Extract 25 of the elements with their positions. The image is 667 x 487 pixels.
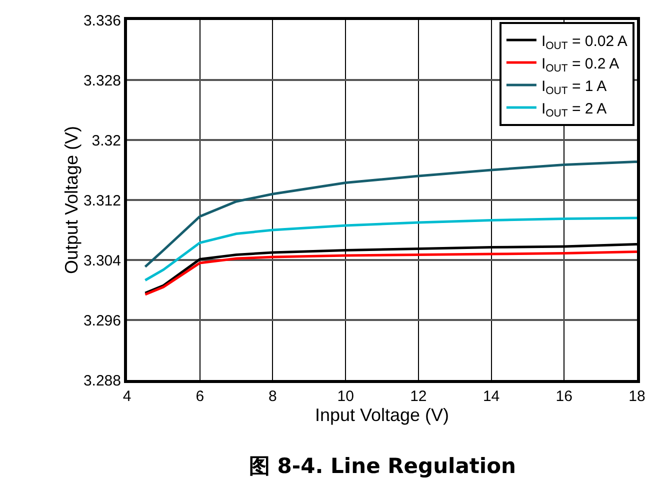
x-tick-label: 14 (482, 388, 500, 405)
line-series (144, 216, 637, 282)
y-tick-label: 3.288 (83, 372, 121, 390)
legend-label: I$_{OUT}$ = 2 A (541, 100, 607, 120)
text: 图 8-4. Line Regulation (249, 454, 516, 478)
x-axis-title: Input Voltage (V) (314, 405, 450, 425)
legend-label: I$_{OUT}$ = 0.2 A (541, 55, 620, 75)
y-tick-label: 3.312 (83, 192, 121, 210)
y-tick-label: 3.304 (83, 252, 121, 270)
line-series (144, 160, 637, 268)
y-axis-title: Output Voltage (V) (61, 126, 82, 274)
y-tick-label: 3.328 (83, 72, 121, 90)
x-tick-label: 4 (122, 388, 132, 405)
x-tick-label: 8 (268, 388, 277, 405)
x-tick-label: 16 (556, 388, 572, 405)
y-tick-label: 3.32 (92, 132, 121, 150)
y-tick-label: 3.336 (83, 12, 121, 30)
x-tick-label: 10 (337, 388, 354, 405)
line-series (144, 250, 637, 296)
legend-label: I$_{OUT}$ = 1 A (541, 78, 607, 98)
x-tick-label: 6 (196, 388, 204, 405)
y-tick-label: 3.296 (83, 312, 121, 330)
x-tick-label: 18 (628, 388, 646, 405)
x-tick-label: 12 (410, 388, 427, 405)
legend-label: I$_{OUT}$ = 0.02 A (541, 32, 628, 52)
